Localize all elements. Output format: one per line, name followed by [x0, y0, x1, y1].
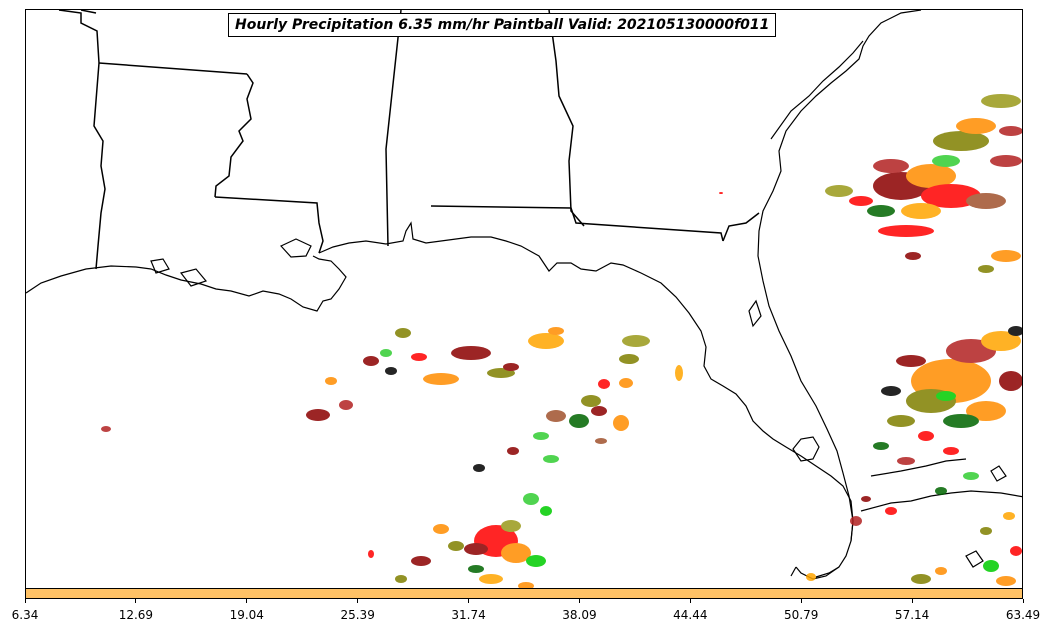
- border-mississippi-alabama: [385, 10, 402, 247]
- colorbar-tick: [800, 599, 802, 603]
- border-mississippi-river: [58, 10, 254, 198]
- coast-texas-louisiana: [26, 255, 347, 312]
- louisiana-lake-3: [179, 268, 208, 287]
- colorbar-tick-label: 19.04: [229, 608, 264, 622]
- colorbar-tick: [24, 599, 26, 603]
- map-title: Hourly Precipitation 6.35 mm/hr Paintbal…: [228, 13, 777, 37]
- tampa-bay: [748, 299, 762, 328]
- border-alabama-georgia: [548, 10, 585, 227]
- precip-paintball: [101, 94, 1022, 588]
- border-louisiana-mississippi: [214, 196, 324, 254]
- colorbar-tick-label: 63.49: [1005, 608, 1041, 622]
- map-panel: [25, 9, 1023, 589]
- state-borders: [58, 10, 760, 270]
- colorbar-tick-label: 25.39: [340, 608, 375, 622]
- colorbar-tick-label: 6.34: [11, 608, 39, 622]
- precip-band-central: [101, 192, 723, 472]
- colorbar-tick-label: 57.14: [894, 608, 930, 622]
- colorbar-tick-label: 44.44: [673, 608, 708, 622]
- map-title-text: Hourly Precipitation 6.35 mm/hr Paintbal…: [235, 17, 770, 33]
- colorbar-tick: [911, 599, 913, 603]
- border-georgia-florida: [722, 212, 760, 242]
- florida-lake-okeechobee: [792, 436, 820, 462]
- bahamas-2: [990, 465, 1007, 482]
- colorbar-tick: [1022, 599, 1024, 603]
- border-mississippi-west: [93, 62, 106, 270]
- coast-mississippi-alabama: [318, 221, 854, 580]
- colorbar-tick-label: 31.74: [451, 608, 486, 622]
- colorbar-tick: [689, 599, 691, 603]
- colorbar-tick-label: 50.79: [784, 608, 819, 622]
- precip-cluster-east: [806, 326, 1022, 586]
- bahamas-1: [965, 550, 984, 568]
- florida-keys: [815, 566, 840, 578]
- colorbar-tick: [357, 599, 359, 603]
- coast-atlantic-georgia: [770, 40, 864, 140]
- colorbar-tick-label: 12.69: [118, 608, 154, 622]
- border-tennessee-top: [80, 10, 97, 14]
- precip-cluster-northeast: [825, 94, 1022, 273]
- coastlines: [26, 10, 1022, 580]
- louisiana-lake-2: [150, 258, 170, 274]
- precip-cluster-south: [368, 493, 552, 588]
- map-canvas: [26, 10, 1022, 588]
- cuba-north-coast: [870, 458, 967, 477]
- coast-florida-east: [757, 10, 922, 577]
- colorbar-ticks: 6.34 12.69 19.04 25.39 31.74 38.09 44.44 50.79 5…: [0, 599, 1053, 633]
- colorbar-tick: [135, 599, 137, 603]
- colorbar-tick: [468, 599, 470, 603]
- colorbar-tick-label: 38.09: [562, 608, 597, 622]
- louisiana-lakes: [280, 238, 312, 258]
- colorbar-tick: [246, 599, 248, 603]
- border-alabama-florida: [430, 205, 724, 242]
- border-arkansas-south: [98, 62, 248, 75]
- colorbar: [25, 588, 1023, 599]
- colorbar-tick: [578, 599, 580, 603]
